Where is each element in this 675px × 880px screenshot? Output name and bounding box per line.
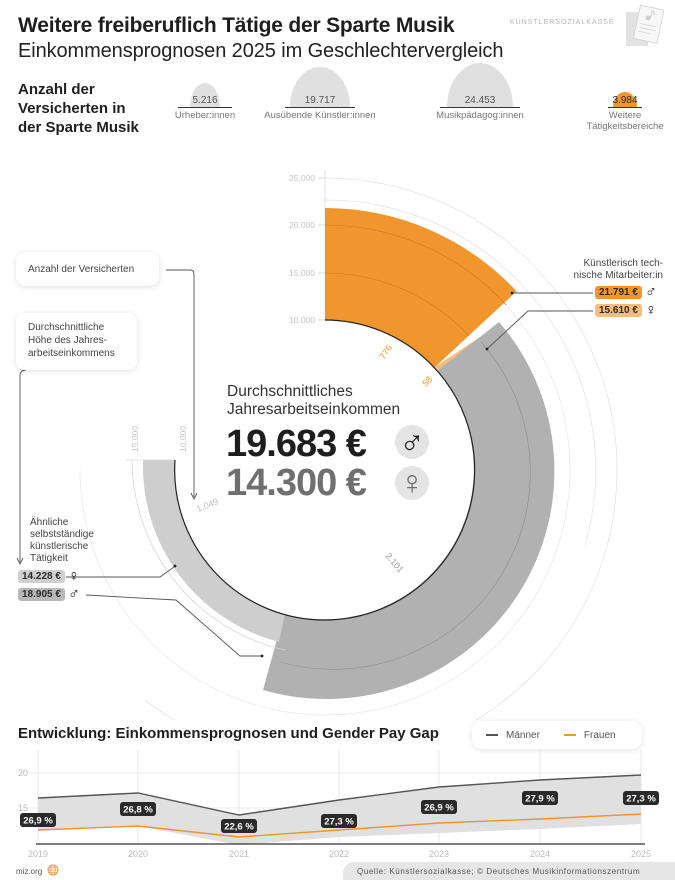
count-baseline — [608, 107, 642, 108]
callout-insured-count: Anzahl der Versicherten — [16, 252, 159, 286]
gap-badge-2021: 22,6 % — [224, 822, 254, 833]
tick-25000: 25.000 — [289, 173, 315, 183]
gap-badge-2022: 27,3 % — [324, 817, 354, 828]
source-note: Quelle: Künstlersozialkasse; © Deutsches… — [343, 862, 675, 880]
tick-15000: 15.000 — [289, 268, 315, 278]
leader-similar-men — [85, 594, 262, 657]
footer-site[interactable]: miz.org — [16, 864, 59, 878]
gap-badge-2020: 26,8 % — [123, 805, 153, 816]
insured-count-ausuebende: 19.717 Ausübende Künstler:innen — [250, 67, 390, 121]
average-income-men: 19.683 € — [226, 423, 367, 465]
leader-similar-women — [66, 566, 175, 578]
gap-badge-2023: 26,9 % — [424, 803, 454, 814]
tick-left-15000: 15.000 — [130, 426, 140, 452]
male-symbol-icon: ♂ — [645, 284, 657, 301]
male-symbol-icon: ♂ — [68, 586, 80, 603]
x-tick-2025: 2025 — [631, 849, 651, 859]
x-tick-2023: 2023 — [429, 849, 449, 859]
count-baseline — [440, 107, 520, 108]
segment-main-grey — [263, 322, 555, 699]
line-chart: 20 15 2019 2020 2021 2022 2023 2024 2025… — [18, 750, 659, 859]
insured-count-musikpaedagogen: 24.453 Musikpädagog:innen — [415, 63, 545, 121]
insured-count-urheber: 5.216 Urheber:innen — [165, 83, 245, 121]
category-label-similar: Ähnliche selbstständige künstlerische Tä… — [30, 517, 94, 564]
tick-left-10000: 10.000 — [178, 426, 188, 452]
technical-men-value: 21.791 € — [595, 286, 642, 299]
tick-10000: 10.000 — [289, 315, 315, 325]
technical-women-value: 15.610 € — [595, 304, 642, 317]
gap-badge-2024: 27,9 % — [525, 794, 555, 805]
segment-label-1049: 1.049 — [195, 496, 220, 514]
insured-counts-heading: Anzahl der Versicherten in der Sparte Mu… — [18, 81, 139, 136]
segment-label-2101: 2.101 — [383, 551, 405, 575]
legend-item-women: Frauen — [563, 730, 616, 741]
leader-callout-insured — [166, 269, 195, 497]
gap-badge-2025: 27,3 % — [626, 794, 656, 805]
y-tick-20: 20 — [18, 768, 28, 778]
inner-ring — [174, 319, 476, 621]
insured-count-weitere: 3.984 Weitere Tätigkeitsbereiche — [575, 92, 675, 132]
x-tick-2021: 2021 — [229, 849, 249, 859]
brand-name: KÜNSTLERSOZIALKASSE — [510, 19, 615, 26]
page-title: Weitere freiberuflich Tätige der Sparte … — [18, 14, 455, 37]
document-music-icon — [622, 4, 672, 50]
legend-item-men: Männer — [486, 730, 540, 741]
page-subtitle: Einkommensprognosen 2025 im Geschlechter… — [18, 40, 504, 62]
category-label-technical: Künstlerisch tech- nische Mitarbeiter:in — [573, 258, 663, 281]
tick-20000: 20.000 — [289, 220, 315, 230]
segment-label-58: 58 — [420, 374, 434, 388]
female-symbol-icon: ♀ — [68, 568, 80, 585]
count-dome — [613, 92, 637, 107]
similar-men-value: 18.905 € — [18, 588, 65, 601]
average-income-women: 14.300 € — [226, 462, 367, 504]
similar-women-value: 14.228 € — [18, 570, 65, 583]
leader-callout-income — [19, 369, 27, 562]
y-tick-15: 15 — [18, 803, 28, 813]
x-tick-2024: 2024 — [530, 849, 550, 859]
leader-technical-women — [486, 310, 593, 350]
legend-swatch-men — [486, 734, 498, 736]
callout-average-income: Durchschnittliche Höhe des Jahres- arbei… — [16, 313, 137, 370]
male-symbol-icon: ♂ — [395, 425, 429, 459]
x-tick-2019: 2019 — [28, 849, 48, 859]
female-symbol-icon: ♀ — [395, 466, 429, 500]
guide-ring-outer — [324, 199, 596, 546]
line-chart-title: Entwicklung: Einkommensprognosen und Gen… — [18, 725, 439, 742]
radial-income-chart: 25.000 20.000 15.000 10.000 15.000 10.00… — [16, 170, 618, 720]
guide-ring-25000 — [144, 177, 618, 720]
gap-badges: 26,9 % 26,8 % 22,6 % 27,3 % 26,9 % 27,9 … — [20, 791, 659, 833]
gap-badge-2019: 26,9 % — [23, 816, 53, 827]
female-symbol-icon: ♀ — [645, 302, 657, 319]
legend-swatch-women — [563, 734, 576, 736]
average-income-caption: Durchschnittliches Jahresarbeitseinkomme… — [227, 383, 401, 418]
count-baseline — [285, 107, 355, 108]
gap-area — [38, 775, 641, 845]
line-chart-legend: Männer Frauen — [472, 721, 642, 749]
men-line — [37, 774, 642, 816]
x-tick-2020: 2020 — [128, 849, 148, 859]
women-line — [37, 813, 642, 838]
globe-icon — [47, 864, 59, 878]
segment-label-776: 776 — [377, 343, 394, 361]
count-baseline — [178, 107, 232, 108]
x-tick-2022: 2022 — [329, 849, 349, 859]
